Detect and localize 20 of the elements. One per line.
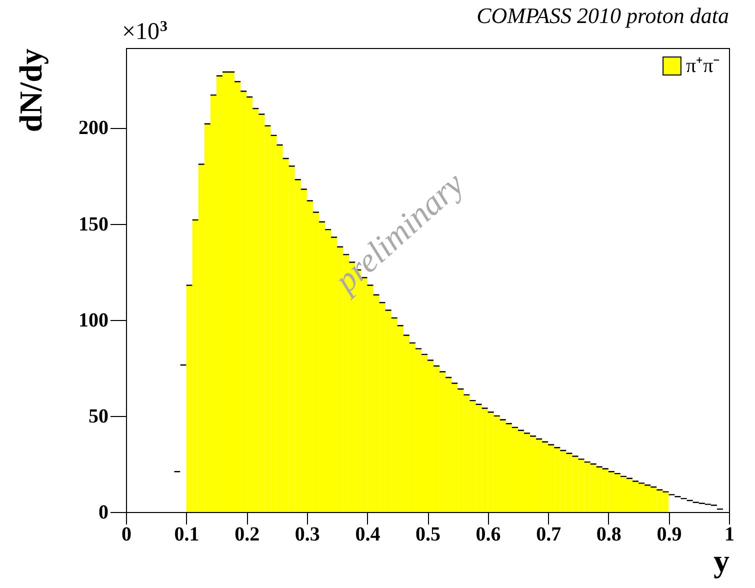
legend-label: π⁺π⁻: [686, 55, 720, 77]
y-tick-label: 100: [78, 309, 108, 332]
x-axis-title: y: [714, 542, 730, 578]
x-tick-label: 1: [724, 524, 734, 546]
chart-title: COMPASS 2010 proton data: [476, 3, 729, 28]
x-tick-label: 0.7: [536, 524, 562, 546]
x-tick-label: 0.3: [294, 524, 320, 546]
x-tick-label: 0.8: [596, 524, 622, 546]
x-tick-label: 0.9: [656, 524, 682, 546]
y-axis-title: dN/dy: [12, 48, 48, 132]
y-tick-label: 150: [78, 213, 108, 236]
x-tick-label: 0.1: [174, 524, 200, 546]
x-tick-label: 0.2: [234, 524, 260, 546]
y-tick-label: 50: [88, 405, 108, 428]
y-tick-label: 200: [78, 117, 108, 140]
x-tick-label: 0: [122, 524, 132, 546]
y-tick-label: 0: [98, 502, 108, 524]
x-tick-label: 0.6: [476, 524, 501, 546]
x-tick-label: 0.5: [416, 524, 440, 546]
x-tick-label: 0.4: [355, 524, 380, 546]
